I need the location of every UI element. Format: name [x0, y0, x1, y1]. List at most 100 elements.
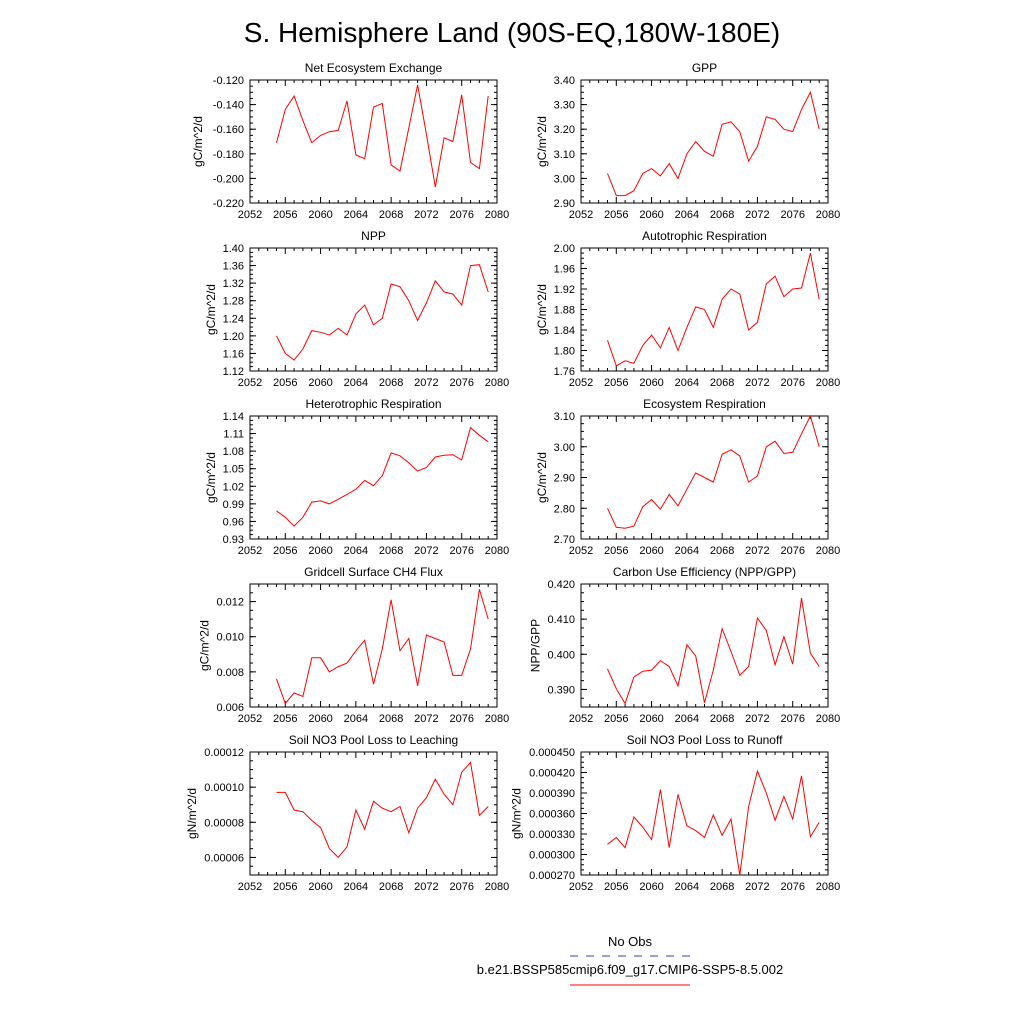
y-tick-label: 1.92	[554, 284, 575, 296]
y-tick-label: 1.76	[554, 366, 575, 378]
panel-5: 2052 2056 2060 2064 2068 2072 2076 2080 2.70 2.80…	[535, 397, 840, 557]
x-tick-label: 2080	[485, 545, 509, 557]
x-tick-label: 2072	[414, 545, 438, 557]
panel-title: GPP	[692, 61, 717, 75]
x-tick-label: 2060	[308, 881, 332, 893]
series-line	[607, 769, 820, 876]
x-tick-label: 2080	[485, 209, 509, 221]
y-tick-label: 2.90	[554, 198, 575, 210]
panel-title: Ecosystem Respiration	[643, 397, 766, 411]
x-tick-label: 2052	[569, 377, 593, 389]
x-tick-label: 2064	[344, 209, 368, 221]
series-line	[276, 264, 489, 361]
y-tick-label: 1.08	[223, 446, 244, 458]
y-tick-label: -0.140	[213, 100, 244, 112]
x-tick-label: 2056	[273, 881, 297, 893]
plot-frame	[580, 583, 829, 708]
plot-frame	[249, 247, 498, 372]
x-tick-label: 2060	[639, 545, 663, 557]
x-tick-label: 2068	[379, 209, 403, 221]
x-tick-label: 2076	[780, 377, 804, 389]
y-tick-label: 0.000450	[529, 747, 575, 759]
panel-0: 2052 2056 2060 2064 2068 2072 2076 2080 -0.220 -0…	[191, 61, 509, 221]
x-tick-label: 2072	[745, 209, 769, 221]
x-tick-label: 2068	[379, 713, 403, 725]
y-axis-label: NPP/GPP	[529, 619, 543, 672]
y-tick-label: -0.180	[213, 149, 244, 161]
x-tick-label: 2068	[379, 377, 403, 389]
x-tick-label: 2052	[238, 713, 262, 725]
x-tick-label: 2068	[710, 881, 734, 893]
x-tick-label: 2060	[308, 209, 332, 221]
y-tick-label: 0.006	[216, 702, 244, 714]
x-tick-label: 2052	[238, 545, 262, 557]
x-tick-label: 2076	[780, 713, 804, 725]
x-tick-label: 2076	[449, 881, 473, 893]
y-tick-label: 0.000300	[529, 850, 575, 862]
x-tick-label: 2072	[745, 377, 769, 389]
x-tick-label: 2072	[414, 881, 438, 893]
x-tick-label: 2068	[710, 713, 734, 725]
x-tick-label: 2072	[745, 545, 769, 557]
x-tick-label: 2076	[449, 209, 473, 221]
x-tick-label: 2056	[604, 713, 628, 725]
x-tick-label: 2068	[379, 881, 403, 893]
plot-frame	[249, 79, 498, 204]
y-tick-label: 0.400	[547, 649, 575, 661]
y-tick-label: 0.000360	[529, 809, 575, 821]
x-tick-label: 2052	[238, 377, 262, 389]
x-tick-label: 2080	[485, 713, 509, 725]
x-tick-label: 2064	[344, 881, 368, 893]
y-tick-label: 0.93	[223, 534, 244, 546]
y-tick-label: 2.00	[554, 243, 575, 255]
legend-label-model: b.e21.BSSP585cmip6.f09_g17.CMIP6-SSP5-8.…	[477, 962, 783, 977]
x-tick-label: 2072	[414, 209, 438, 221]
x-tick-label: 2052	[238, 209, 262, 221]
y-tick-label: 1.02	[223, 481, 244, 493]
x-tick-label: 2064	[344, 713, 368, 725]
y-axis-label: gN/m^2/d	[185, 788, 199, 839]
y-tick-label: 0.010	[216, 632, 244, 644]
x-tick-label: 2068	[379, 545, 403, 557]
series-line	[607, 414, 820, 529]
y-axis-label: gC/m^2/d	[204, 284, 218, 335]
panel-title: NPP	[361, 229, 386, 243]
panel-1: 2052 2056 2060 2064 2068 2072 2076 2080 2.90 3.00…	[535, 61, 840, 221]
panel-3: 2052 2056 2060 2064 2068 2072 2076 2080 1.76 1.80…	[535, 229, 840, 389]
x-tick-label: 2076	[780, 881, 804, 893]
y-axis-label: gC/m^2/d	[191, 116, 205, 167]
y-tick-label: 1.84	[554, 325, 575, 337]
plot-frame	[580, 79, 829, 204]
legend-label-obs: No Obs	[608, 934, 653, 949]
y-tick-label: -0.200	[213, 173, 244, 185]
series-line	[276, 589, 489, 705]
x-tick-label: 2076	[449, 377, 473, 389]
panel-title: Soil NO3 Pool Loss to Runoff	[627, 733, 784, 747]
panel-9: 2052 2056 2060 2064 2068 2072 2076 2080 0.000270…	[510, 733, 841, 893]
y-tick-label: 0.96	[223, 516, 244, 528]
panel-title: Carbon Use Efficiency (NPP/GPP)	[613, 565, 796, 579]
x-tick-label: 2080	[816, 377, 840, 389]
x-tick-label: 2052	[569, 209, 593, 221]
y-tick-label: -0.220	[213, 198, 244, 210]
x-tick-label: 2060	[639, 713, 663, 725]
x-tick-label: 2076	[780, 209, 804, 221]
panel-6: 2052 2056 2060 2064 2068 2072 2076 2080 0.006 0.0…	[198, 565, 510, 725]
x-tick-label: 2080	[816, 713, 840, 725]
y-tick-label: 3.10	[554, 411, 575, 423]
y-tick-label: 1.28	[223, 296, 244, 308]
y-tick-label: 1.12	[223, 366, 244, 378]
y-tick-label: 1.16	[223, 348, 244, 360]
y-tick-label: 0.420	[547, 579, 575, 591]
y-axis-label: gC/m^2/d	[204, 452, 218, 503]
y-tick-label: 0.00008	[204, 817, 244, 829]
x-tick-label: 2056	[604, 545, 628, 557]
x-tick-label: 2060	[639, 209, 663, 221]
x-tick-label: 2060	[308, 377, 332, 389]
x-tick-label: 2056	[273, 377, 297, 389]
y-axis-label: gC/m^2/d	[198, 620, 212, 671]
x-tick-label: 2080	[816, 881, 840, 893]
series-line	[276, 426, 489, 527]
y-tick-label: 0.012	[216, 597, 244, 609]
